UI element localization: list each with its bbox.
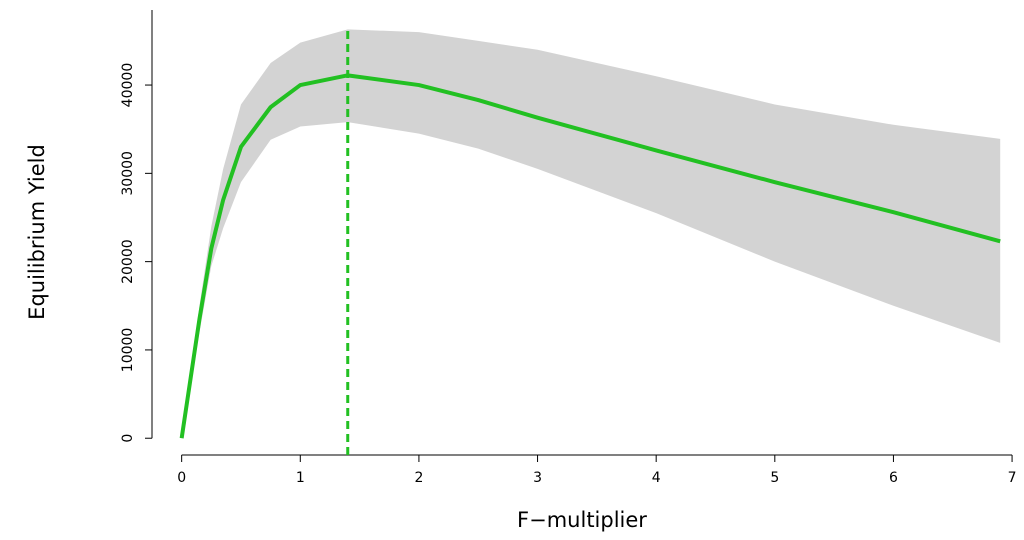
x-tick-label: 5 xyxy=(770,470,779,486)
y-tick-label: 30000 xyxy=(120,151,136,196)
x-tick-label: 4 xyxy=(652,470,661,486)
y-tick-label: 40000 xyxy=(120,63,136,108)
x-tick-label: 0 xyxy=(177,470,186,486)
x-tick-label: 6 xyxy=(889,470,898,486)
y-tick-label: 20000 xyxy=(120,239,136,284)
x-tick-label: 7 xyxy=(1008,470,1017,486)
confidence-band xyxy=(181,29,1001,439)
y-axis-title: Equilibrium Yield xyxy=(25,144,49,320)
x-axis-title: F−multiplier xyxy=(517,508,647,532)
yield-line xyxy=(179,73,1001,439)
x-tick-label: 1 xyxy=(296,470,305,486)
x-tick-label: 2 xyxy=(414,470,423,486)
x-tick-label: 3 xyxy=(533,470,542,486)
y-tick-label: 10000 xyxy=(120,328,136,373)
y-tick-label: 0 xyxy=(120,434,136,443)
